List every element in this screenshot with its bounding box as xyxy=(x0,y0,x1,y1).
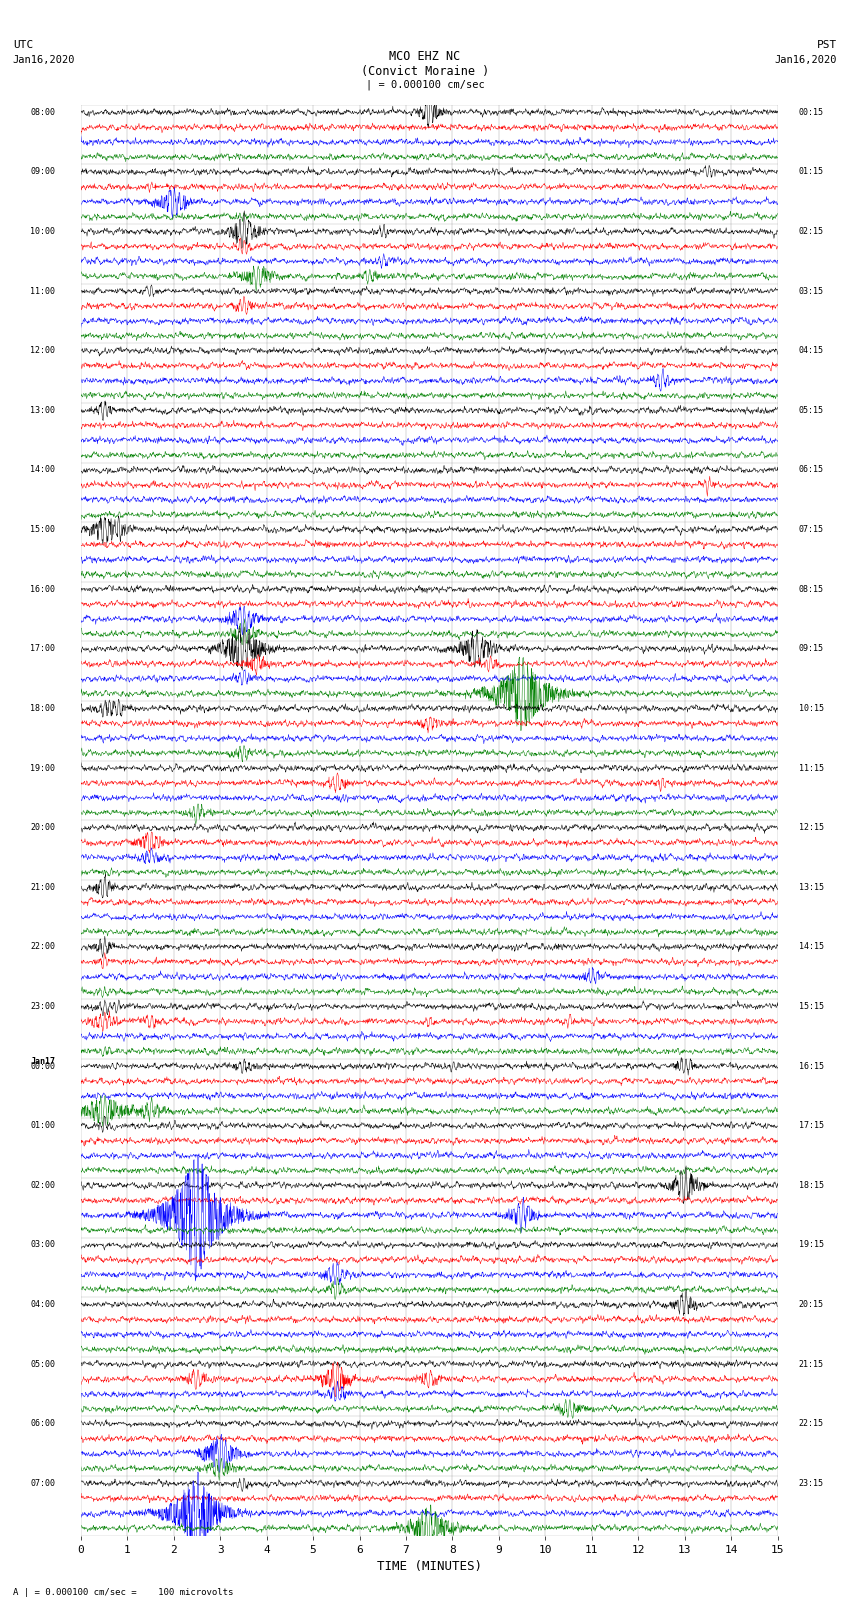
Text: 04:15: 04:15 xyxy=(799,347,824,355)
Text: 07:00: 07:00 xyxy=(31,1479,55,1487)
Text: 12:15: 12:15 xyxy=(799,823,824,832)
Text: 17:15: 17:15 xyxy=(799,1121,824,1131)
Text: 13:00: 13:00 xyxy=(31,406,55,415)
X-axis label: TIME (MINUTES): TIME (MINUTES) xyxy=(377,1560,482,1573)
Text: 05:00: 05:00 xyxy=(31,1360,55,1369)
Text: MCO EHZ NC: MCO EHZ NC xyxy=(389,50,461,63)
Text: 00:15: 00:15 xyxy=(799,108,824,116)
Text: 20:00: 20:00 xyxy=(31,823,55,832)
Text: 14:15: 14:15 xyxy=(799,942,824,952)
Text: 21:00: 21:00 xyxy=(31,882,55,892)
Text: UTC: UTC xyxy=(13,40,33,50)
Text: 21:15: 21:15 xyxy=(799,1360,824,1369)
Text: 12:00: 12:00 xyxy=(31,347,55,355)
Text: 11:00: 11:00 xyxy=(31,287,55,295)
Text: 10:00: 10:00 xyxy=(31,227,55,235)
Text: 22:00: 22:00 xyxy=(31,942,55,952)
Text: (Convict Moraine ): (Convict Moraine ) xyxy=(361,65,489,77)
Text: 22:15: 22:15 xyxy=(799,1419,824,1428)
Text: 17:00: 17:00 xyxy=(31,644,55,653)
Text: 02:15: 02:15 xyxy=(799,227,824,235)
Text: 15:00: 15:00 xyxy=(31,526,55,534)
Text: A | = 0.000100 cm/sec =    100 microvolts: A | = 0.000100 cm/sec = 100 microvolts xyxy=(13,1587,233,1597)
Text: 05:15: 05:15 xyxy=(799,406,824,415)
Text: 13:15: 13:15 xyxy=(799,882,824,892)
Text: 11:15: 11:15 xyxy=(799,763,824,773)
Text: 00:00: 00:00 xyxy=(31,1061,55,1071)
Text: 09:00: 09:00 xyxy=(31,168,55,176)
Text: 06:15: 06:15 xyxy=(799,466,824,474)
Text: 08:00: 08:00 xyxy=(31,108,55,116)
Text: Jan16,2020: Jan16,2020 xyxy=(13,55,76,65)
Text: PST: PST xyxy=(817,40,837,50)
Text: 16:15: 16:15 xyxy=(799,1061,824,1071)
Text: 09:15: 09:15 xyxy=(799,644,824,653)
Text: Jan17: Jan17 xyxy=(31,1057,55,1066)
Text: Jan16,2020: Jan16,2020 xyxy=(774,55,837,65)
Text: 19:15: 19:15 xyxy=(799,1240,824,1250)
Text: 10:15: 10:15 xyxy=(799,703,824,713)
Text: 18:00: 18:00 xyxy=(31,703,55,713)
Text: 18:15: 18:15 xyxy=(799,1181,824,1190)
Text: 23:00: 23:00 xyxy=(31,1002,55,1011)
Text: 02:00: 02:00 xyxy=(31,1181,55,1190)
Text: 14:00: 14:00 xyxy=(31,466,55,474)
Text: 07:15: 07:15 xyxy=(799,526,824,534)
Text: 20:15: 20:15 xyxy=(799,1300,824,1310)
Text: 04:00: 04:00 xyxy=(31,1300,55,1310)
Text: 06:00: 06:00 xyxy=(31,1419,55,1428)
Text: 08:15: 08:15 xyxy=(799,584,824,594)
Text: 01:00: 01:00 xyxy=(31,1121,55,1131)
Text: 15:15: 15:15 xyxy=(799,1002,824,1011)
Text: 16:00: 16:00 xyxy=(31,584,55,594)
Text: 01:15: 01:15 xyxy=(799,168,824,176)
Text: 23:15: 23:15 xyxy=(799,1479,824,1487)
Text: 19:00: 19:00 xyxy=(31,763,55,773)
Text: 03:15: 03:15 xyxy=(799,287,824,295)
Text: 03:00: 03:00 xyxy=(31,1240,55,1250)
Text: | = 0.000100 cm/sec: | = 0.000100 cm/sec xyxy=(366,79,484,90)
